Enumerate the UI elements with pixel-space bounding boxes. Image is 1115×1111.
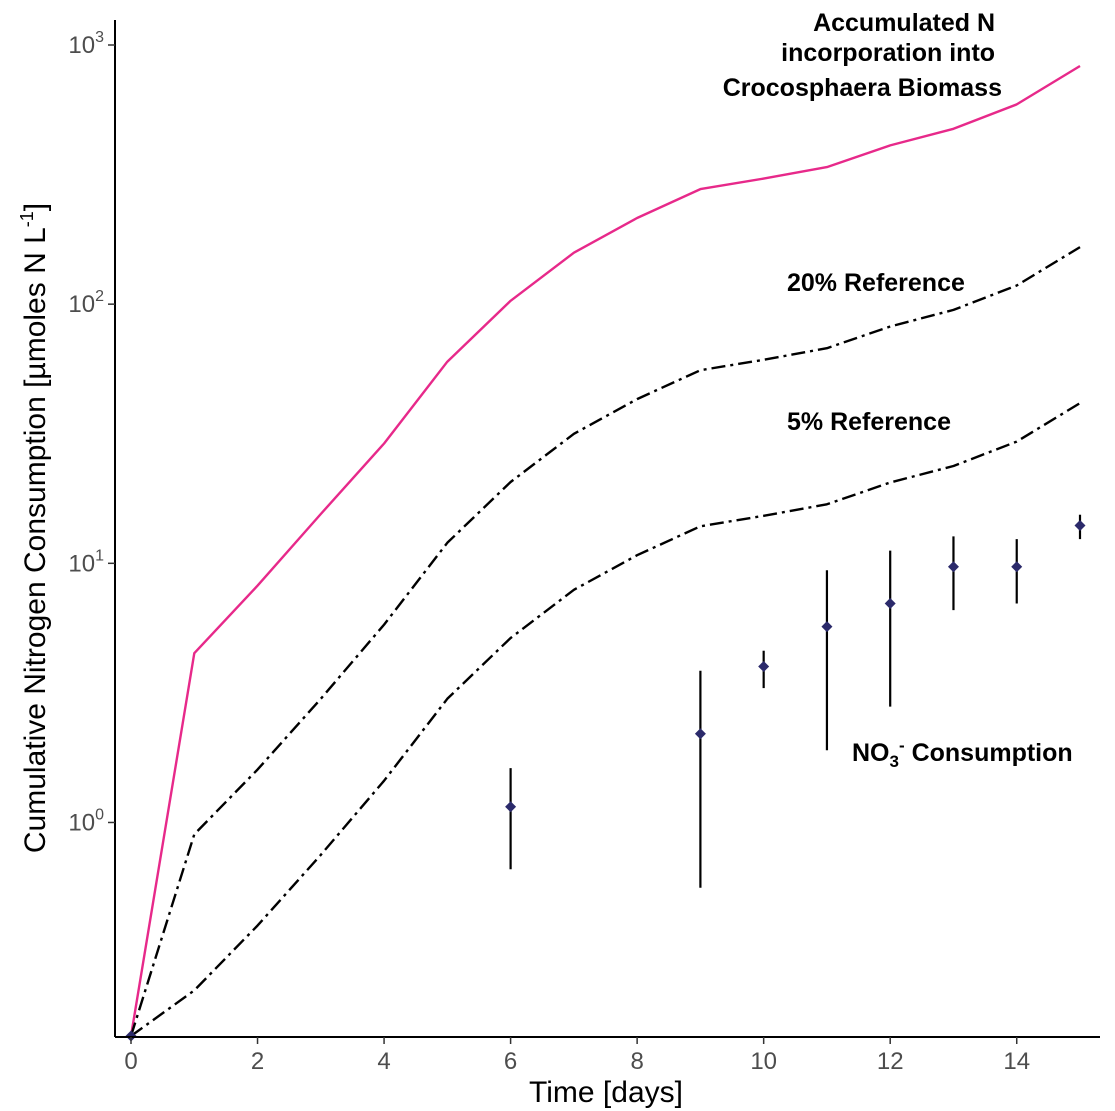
y-axis-title: Cumulative Nitrogen Consumption [µmoles … — [17, 203, 52, 853]
biomass-annotation-line-1: Accumulated N — [813, 9, 995, 37]
x-tick-label: 12 — [877, 1048, 904, 1075]
x-ticks: 0 2 4 6 8 10 12 14 — [124, 1037, 1030, 1075]
y-tick-base: 10 — [68, 291, 95, 318]
points-layer — [125, 514, 1086, 1042]
x-tick-label: 14 — [1003, 1048, 1030, 1075]
no3-prefix: NO — [852, 739, 890, 767]
x-tick-label: 6 — [504, 1048, 517, 1075]
no3-superscript: - — [899, 736, 905, 755]
x-tick-label: 2 — [251, 1048, 264, 1075]
data-point — [694, 728, 706, 740]
series-layer — [129, 64, 1081, 1037]
data-point — [758, 660, 770, 672]
y-tick-base: 10 — [68, 32, 95, 59]
x-tick-label: 0 — [124, 1048, 137, 1075]
data-point — [1074, 519, 1086, 531]
reference-20-annotation: 20% Reference — [787, 269, 965, 297]
y-tick-label: 101 — [68, 547, 104, 577]
biomass-annotation-line-3: Crocosphaera Biomass — [723, 74, 1002, 102]
y-tick-exponent: 0 — [95, 806, 104, 823]
data-point — [505, 801, 517, 813]
y-axis-title-main: Cumulative Nitrogen Consumption [µmoles … — [19, 227, 52, 853]
no3-subscript: 3 — [890, 752, 899, 771]
y-axis-title-close: ] — [19, 203, 52, 211]
x-tick-label: 4 — [377, 1048, 390, 1075]
reference-5-annotation: 5% Reference — [787, 408, 951, 436]
y-tick-exponent: 2 — [95, 288, 104, 305]
y-tick-label: 100 — [68, 806, 104, 836]
x-tick-label: 10 — [750, 1048, 777, 1075]
biomass-annotation-line-2: incorporation into — [781, 39, 995, 67]
data-point — [947, 561, 959, 573]
y-tick-base: 10 — [68, 550, 95, 577]
data-point — [1011, 561, 1023, 573]
y-axis-title-superscript: -1 — [17, 211, 37, 227]
no3-consumption-annotation: NO3- Consumption — [852, 736, 1073, 771]
data-point — [884, 597, 896, 609]
biomass-annotation: Accumulated N incorporation into Crocosp… — [723, 9, 1002, 102]
reference-5-line — [130, 402, 1081, 1037]
y-tick-label: 103 — [68, 29, 104, 59]
x-tick-label: 8 — [630, 1048, 643, 1075]
y-tick-label: 102 — [68, 288, 104, 318]
x-axis-title: Time [days] — [529, 1076, 683, 1109]
y-tick-exponent: 1 — [95, 547, 104, 564]
data-point — [821, 621, 833, 633]
reference-20-line — [129, 246, 1081, 1037]
y-tick-exponent: 3 — [95, 29, 104, 46]
y-tick-base: 10 — [68, 809, 95, 836]
no3-suffix: Consumption — [905, 739, 1073, 767]
biomass-line — [129, 64, 1081, 1037]
